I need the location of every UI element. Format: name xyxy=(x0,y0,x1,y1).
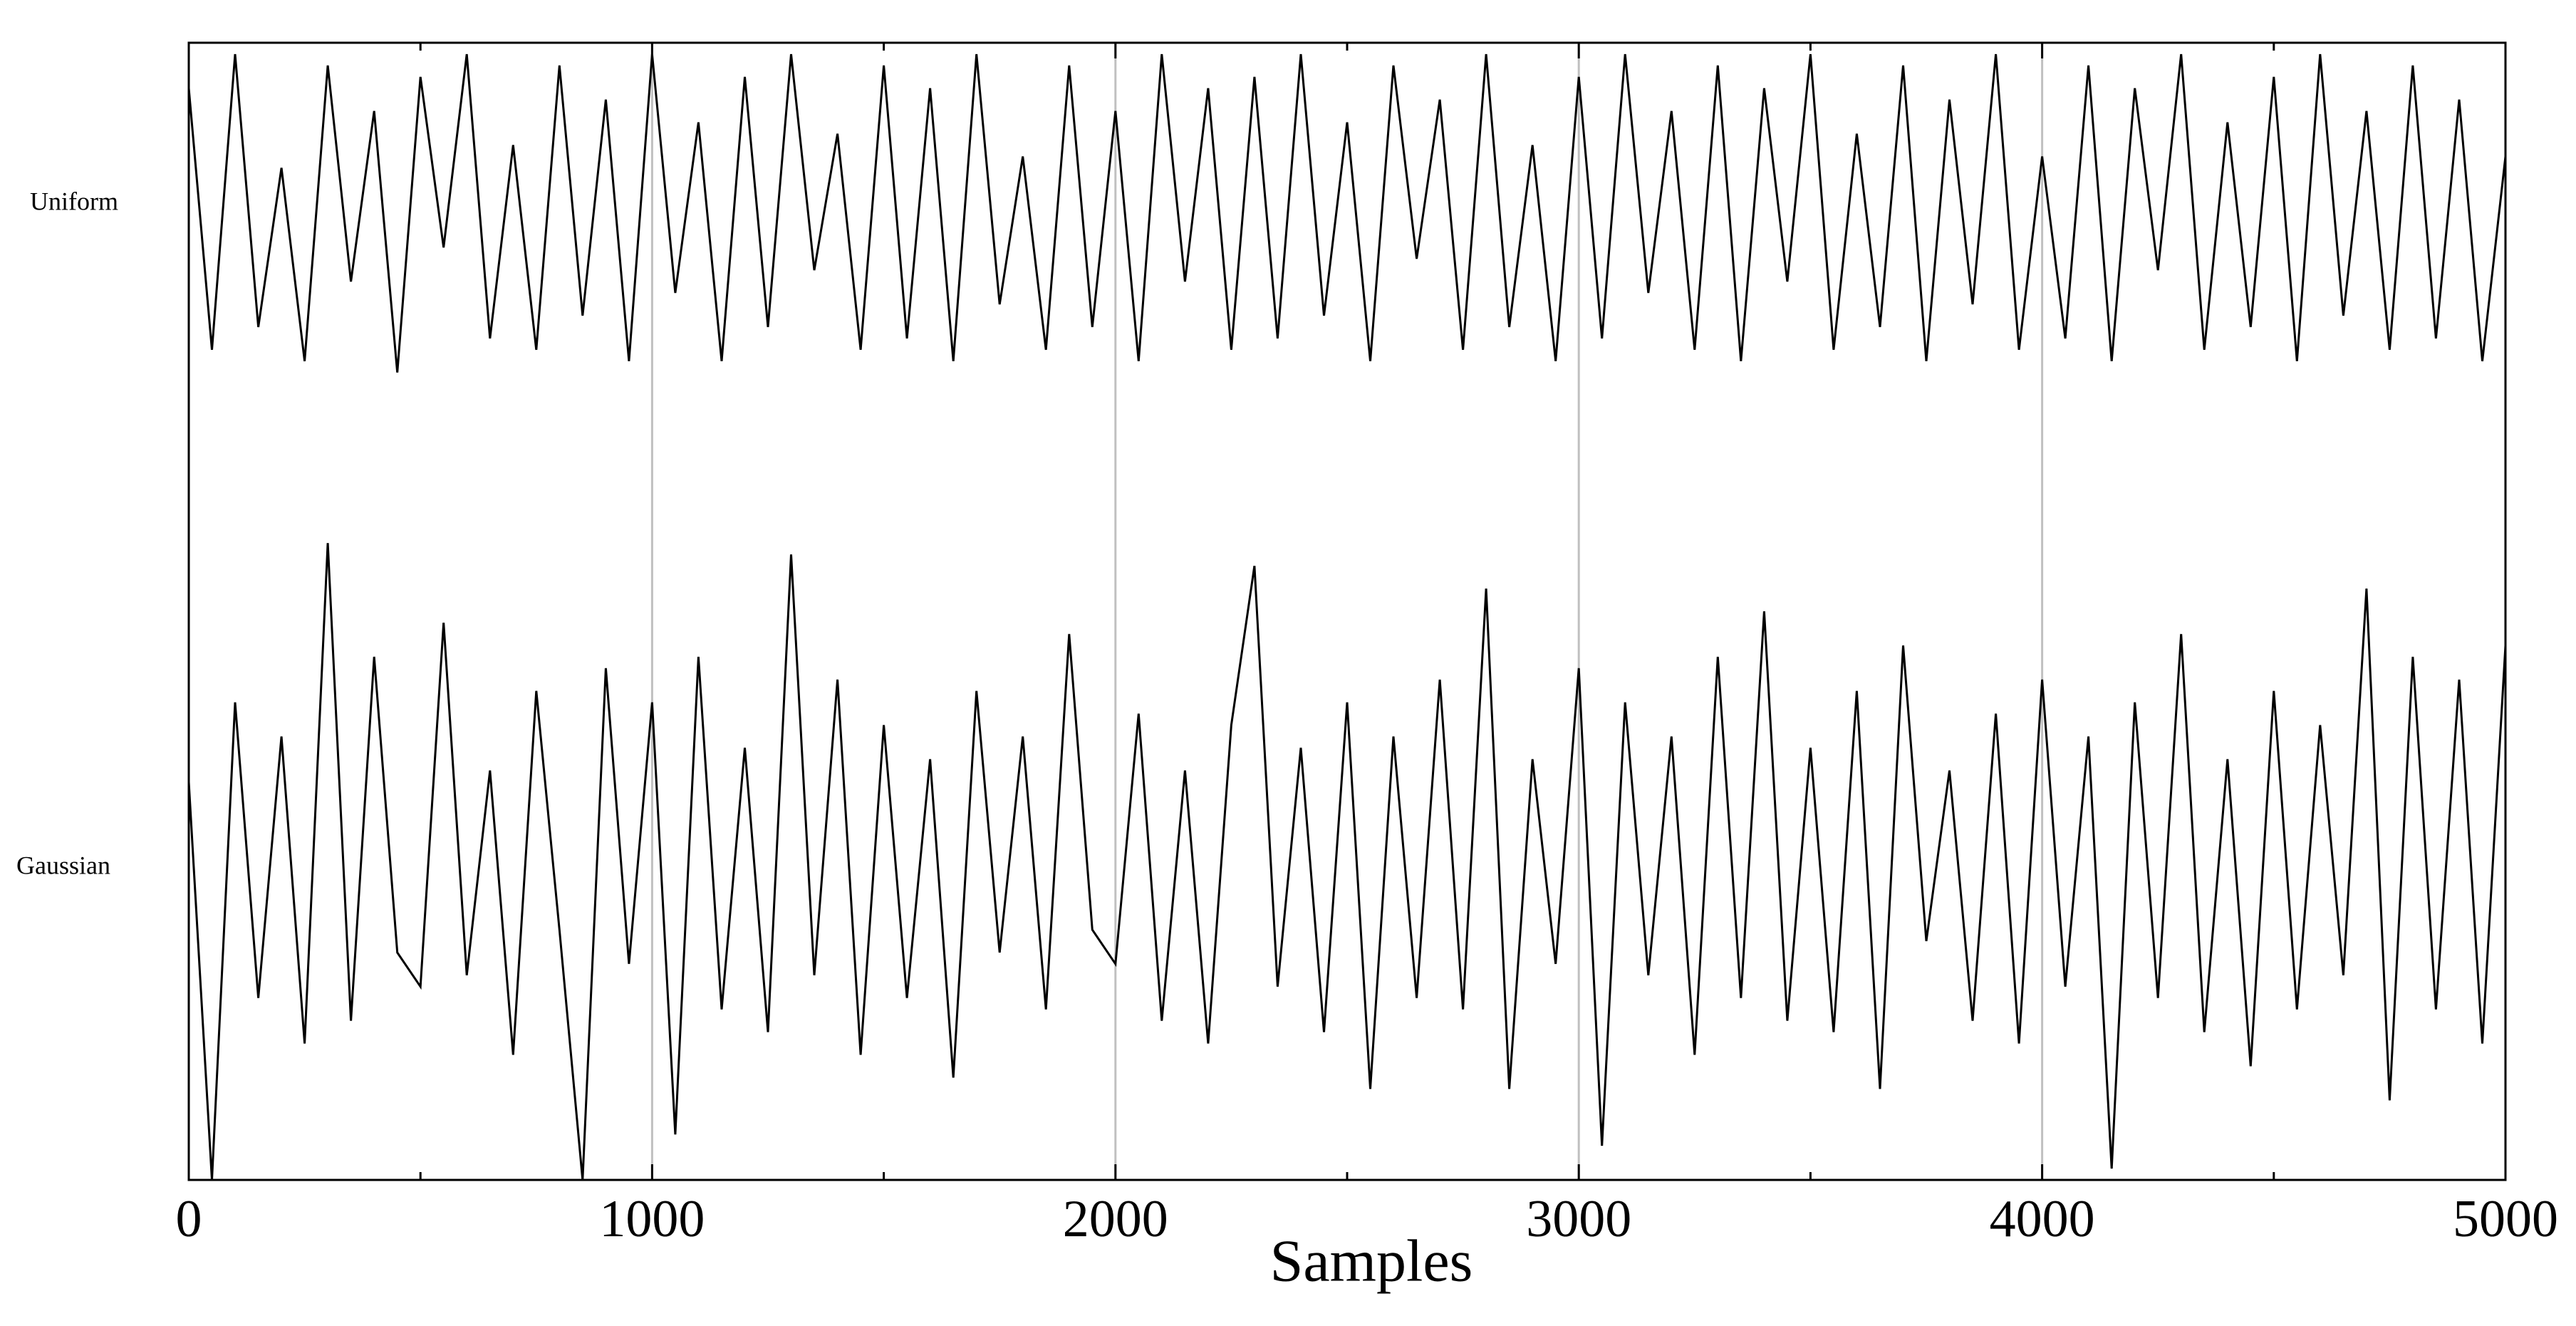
x-axis-label: Samples xyxy=(1270,1228,1473,1294)
series-label: Gaussian xyxy=(16,851,110,879)
series-line xyxy=(187,53,2507,373)
x-tick-label: 3000 xyxy=(1526,1190,1631,1248)
plot-frame xyxy=(187,41,2507,1181)
x-tick-label: 2000 xyxy=(1063,1190,1168,1248)
x-tick-label: 0 xyxy=(176,1190,202,1248)
series-label: Uniform xyxy=(30,187,118,215)
series-line xyxy=(187,543,2507,1181)
x-tick-label: 1000 xyxy=(599,1190,705,1248)
x-tick-label: 4000 xyxy=(1990,1190,2095,1248)
x-tick-label: 5000 xyxy=(2453,1190,2558,1248)
